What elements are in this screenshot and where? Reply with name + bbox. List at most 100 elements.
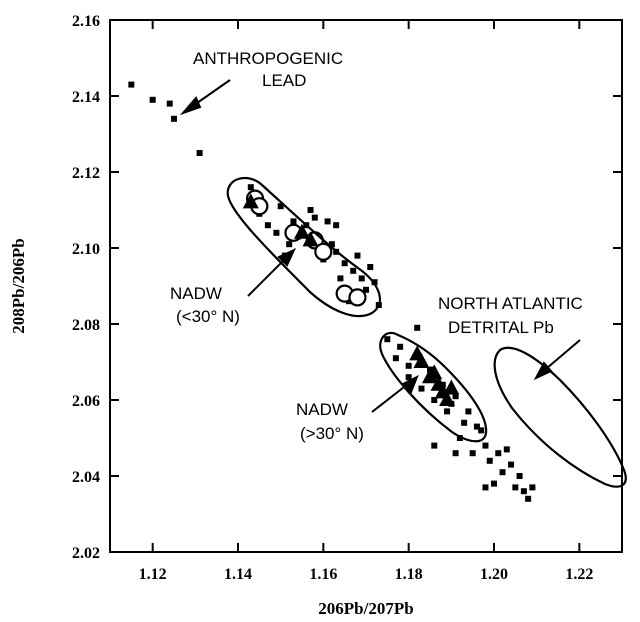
data-point-square <box>456 435 463 441</box>
x-tick-label: 1.14 <box>224 566 252 583</box>
data-point-square <box>512 484 519 491</box>
data-point-square <box>499 469 506 476</box>
data-point-triangle <box>242 193 259 209</box>
data-point-triangle <box>294 223 310 239</box>
plot-frame <box>109 19 623 553</box>
arrowhead-detrital <box>533 361 553 381</box>
data-point-square <box>328 241 335 248</box>
data-point-square <box>277 203 284 210</box>
data-point-square <box>491 480 497 487</box>
outline-nadw-south <box>226 176 382 318</box>
data-point-square <box>503 446 510 453</box>
data-point-square <box>149 96 156 103</box>
data-point-square <box>307 207 314 213</box>
outline-detrital <box>493 346 627 488</box>
data-point-triangle <box>302 231 319 247</box>
data-point-square <box>311 214 318 221</box>
data-point-square <box>405 362 412 369</box>
y-tick-label: 2.08 <box>72 317 100 334</box>
data-point-square <box>469 450 476 457</box>
data-point-triangle <box>439 391 456 406</box>
data-point-square <box>508 461 515 468</box>
data-point-triangle <box>413 353 430 368</box>
annotation-nadw-south-line2: (<30° N) <box>176 307 240 326</box>
data-point-circle <box>314 242 333 261</box>
x-axis-label: 206Pb/207Pb <box>318 599 413 618</box>
data-point-square <box>324 218 331 225</box>
region-outlines <box>226 176 627 488</box>
data-point-square <box>273 229 280 236</box>
data-point-square <box>482 442 489 449</box>
y-tick-label: 2.12 <box>72 165 100 182</box>
data-point-square <box>384 336 391 343</box>
data-point-square <box>350 267 357 274</box>
data-point-square <box>516 473 523 479</box>
data-point-square <box>525 495 532 502</box>
data-point-square <box>286 241 293 248</box>
data-point-square <box>452 393 459 400</box>
data-point-circle <box>348 288 367 307</box>
x-tick-label: 1.20 <box>480 566 508 583</box>
data-point-square <box>461 419 468 426</box>
annotation-nadw-north-line2: (>30° N) <box>300 424 364 443</box>
data-point-square <box>482 484 489 491</box>
y-tick-label: 2.10 <box>72 241 100 258</box>
annotation-detrital-line2: DETRITAL Pb <box>448 318 554 337</box>
arrowhead-nadw-south <box>277 247 297 267</box>
data-point-square <box>358 275 365 282</box>
data-point-square <box>397 343 404 350</box>
x-tick-label: 1.18 <box>395 566 423 583</box>
arrowhead-nadw-north <box>401 374 419 394</box>
annotation-nadw-south-line1: NADW <box>170 284 222 303</box>
data-point-square <box>431 397 438 403</box>
data-point-square <box>363 286 369 293</box>
arrowhead-anthropogenic <box>179 96 202 116</box>
data-point-square <box>367 264 374 270</box>
data-point-square <box>196 150 203 156</box>
y-tick-label: 2.04 <box>72 469 100 486</box>
data-point-square <box>478 427 485 434</box>
data-point-square <box>166 100 173 107</box>
data-point-square <box>392 355 399 362</box>
data-point-square <box>414 324 421 331</box>
data-point-square <box>128 81 135 88</box>
outline-nadw-north <box>379 331 488 443</box>
annotation-anthropogenic-line1: ANTHROPOGENIC <box>193 49 343 68</box>
data-point-square <box>431 442 438 449</box>
data-point-square <box>354 252 361 259</box>
data-point-square <box>171 115 177 122</box>
data-marks <box>128 81 536 502</box>
data-point-square <box>337 275 344 282</box>
data-point-square <box>247 184 254 191</box>
data-point-square <box>333 222 340 229</box>
data-point-triangle <box>426 364 443 380</box>
x-tick-label: 1.16 <box>309 566 337 583</box>
x-tick-label: 1.12 <box>139 566 167 583</box>
y-tick-label: 2.02 <box>72 545 100 562</box>
data-point-square <box>290 218 297 225</box>
x-tick-label: 1.22 <box>565 566 593 583</box>
annotation-detrital-line1: NORTH ATLANTIC <box>438 294 583 313</box>
y-axis-label: 208Pb/206Pb <box>9 238 28 333</box>
data-point-square <box>465 408 472 415</box>
data-point-square <box>405 374 412 381</box>
data-point-square <box>444 408 451 415</box>
y-tick-label: 2.16 <box>72 13 100 30</box>
annotation-anthropogenic-line2: LEAD <box>262 71 306 90</box>
data-point-square <box>452 450 459 457</box>
annotation-nadw-north-line1: NADW <box>296 400 348 419</box>
data-point-square <box>473 423 480 430</box>
data-point-triangle <box>443 379 460 395</box>
data-point-square <box>341 260 348 267</box>
annotation-arrows <box>179 79 581 413</box>
data-point-square <box>520 488 527 495</box>
axis-ticks: 1.12 1.14 1.16 1.18 1.20 1.22 2.02 2.04 2.06 2.08… <box>72 13 622 583</box>
y-tick-label: 2.06 <box>72 393 100 410</box>
data-point-square <box>529 484 536 491</box>
data-point-square <box>495 450 502 457</box>
data-point-square <box>486 457 493 464</box>
y-tick-label: 2.14 <box>72 89 100 106</box>
data-point-square <box>418 385 425 392</box>
data-point-square <box>264 222 271 229</box>
